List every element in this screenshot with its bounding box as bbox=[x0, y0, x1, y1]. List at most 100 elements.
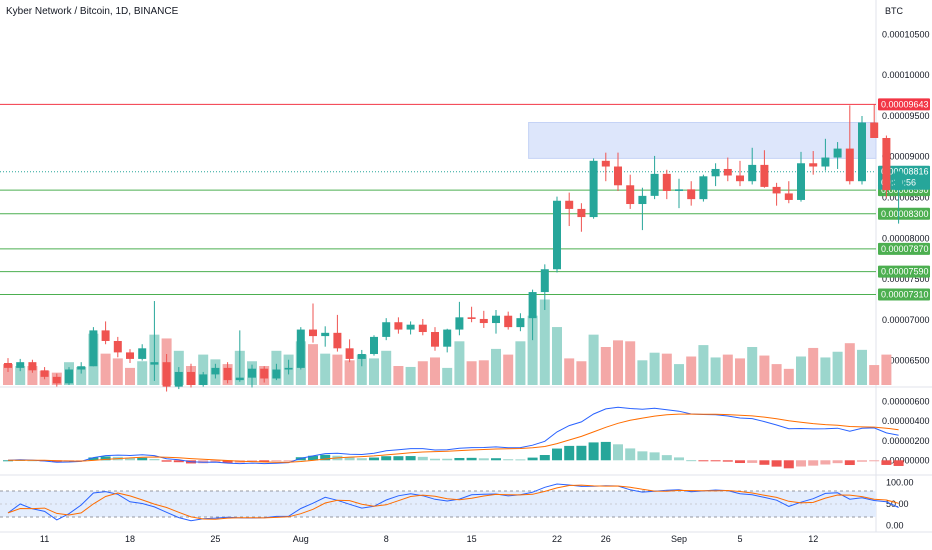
candle-body bbox=[504, 315, 513, 328]
macd-histogram-bar bbox=[552, 448, 562, 461]
level-tag bbox=[878, 98, 930, 111]
candle-body bbox=[540, 269, 549, 293]
volume-bar bbox=[356, 354, 367, 385]
volume-bar bbox=[759, 355, 770, 385]
candle-body bbox=[870, 122, 879, 138]
candle-body bbox=[260, 368, 269, 379]
volume-bar bbox=[844, 343, 855, 385]
volume-bar bbox=[198, 354, 209, 385]
candle-body bbox=[455, 317, 464, 330]
volume-bar bbox=[576, 361, 587, 385]
volume-bar bbox=[710, 357, 721, 385]
macd-histogram-bar bbox=[735, 460, 745, 464]
rsi-tick-label: 100.00 bbox=[886, 477, 914, 487]
macd-histogram-bar bbox=[405, 456, 416, 461]
candle-body bbox=[211, 367, 220, 375]
price-tick-label: 0.00010000 bbox=[882, 70, 930, 80]
price-tick-label: 0.00007500 bbox=[882, 274, 930, 284]
macd-histogram-bar bbox=[893, 460, 904, 466]
time-tick-label: 22 bbox=[552, 534, 562, 544]
time-tick-label: Aug bbox=[293, 534, 309, 544]
macd-histogram-bar bbox=[503, 459, 514, 461]
time-tick-label: 15 bbox=[467, 534, 477, 544]
macd-histogram-bar bbox=[393, 456, 404, 461]
macd-histogram-bar bbox=[100, 456, 111, 461]
price-tick-label: 0.00007000 bbox=[882, 315, 930, 325]
macd-line bbox=[7, 406, 899, 465]
candle-body bbox=[333, 332, 342, 349]
macd-tick-label: 0.00000600 bbox=[882, 397, 930, 407]
macd-histogram-bar bbox=[747, 460, 758, 463]
macd-histogram-bar bbox=[222, 460, 233, 463]
level-tag-label: 0.00008300 bbox=[881, 209, 929, 219]
candle-body bbox=[772, 186, 781, 194]
macd-histogram-bar bbox=[759, 460, 770, 465]
volume-bar bbox=[539, 299, 550, 385]
volume-bar bbox=[478, 360, 489, 385]
time-tick-label: 18 bbox=[125, 534, 135, 544]
last-price-tag bbox=[878, 165, 930, 190]
candle-body bbox=[821, 157, 830, 167]
candle-body bbox=[187, 371, 195, 385]
macd-histogram-bar bbox=[637, 451, 648, 461]
candle-body bbox=[784, 193, 793, 200]
volume-bar bbox=[332, 354, 343, 385]
level-tag bbox=[878, 265, 930, 278]
macd-histogram-bar bbox=[515, 459, 526, 461]
volume-bar bbox=[125, 367, 135, 385]
macd-histogram-bar bbox=[369, 457, 379, 461]
price-tick-label: 0.00010500 bbox=[882, 29, 930, 39]
candle-body bbox=[699, 176, 708, 200]
macd-histogram-bar bbox=[210, 460, 221, 463]
macd-histogram-bar bbox=[698, 460, 709, 462]
macd-histogram-bar bbox=[783, 460, 794, 469]
volume-bar bbox=[3, 364, 13, 385]
chart-title: Kyber Network / Bitcoin, 1D, BINANCE bbox=[6, 6, 179, 17]
level-tag-label: 0.00009643 bbox=[881, 99, 929, 109]
macd-histogram-bar bbox=[674, 457, 684, 461]
macd-histogram-bar bbox=[881, 460, 892, 465]
macd-histogram-bar bbox=[600, 441, 611, 461]
volume-bar bbox=[417, 361, 428, 385]
macd-histogram-bar bbox=[527, 457, 538, 461]
macd-histogram-bar bbox=[649, 452, 660, 461]
macd-histogram-bar bbox=[3, 460, 13, 462]
volume-bar bbox=[698, 345, 709, 385]
macd-histogram-bar bbox=[247, 460, 257, 462]
volume-bar bbox=[308, 344, 318, 385]
macd-histogram-bar bbox=[430, 458, 440, 461]
volume-bar bbox=[735, 358, 745, 385]
candle-body bbox=[65, 369, 73, 384]
candle-body bbox=[565, 200, 574, 209]
time-tick-label: 8 bbox=[384, 534, 389, 544]
candle-body bbox=[443, 329, 452, 347]
macd-histogram-bar bbox=[710, 460, 721, 462]
volume-bar bbox=[76, 366, 87, 385]
candle-body bbox=[516, 318, 525, 328]
level-tag bbox=[878, 207, 930, 220]
candle-body bbox=[675, 189, 683, 191]
macd-histogram-bar bbox=[722, 460, 733, 462]
volume-bar bbox=[515, 341, 526, 385]
level-tag bbox=[878, 242, 930, 255]
candle-body bbox=[431, 332, 439, 347]
candle-body bbox=[272, 369, 281, 379]
volume-bar bbox=[881, 354, 892, 385]
time-tick-label: 5 bbox=[737, 534, 742, 544]
price-tick-label: 0.00009500 bbox=[882, 111, 930, 121]
macd-histogram-bar bbox=[539, 455, 550, 461]
candle-body bbox=[345, 348, 354, 359]
candle-body bbox=[882, 137, 891, 191]
candle-body bbox=[736, 175, 744, 182]
volume-bar bbox=[15, 366, 26, 385]
time-tick-label: Sep bbox=[671, 534, 687, 544]
volume-bar bbox=[100, 353, 111, 385]
time-tick-label: 25 bbox=[210, 534, 220, 544]
volume-bar bbox=[405, 366, 416, 385]
candle-body bbox=[296, 329, 305, 368]
candle-body bbox=[223, 367, 232, 381]
macd-histogram-bar bbox=[661, 455, 672, 461]
candle-body bbox=[150, 362, 159, 365]
macd-histogram-bar bbox=[771, 460, 782, 467]
